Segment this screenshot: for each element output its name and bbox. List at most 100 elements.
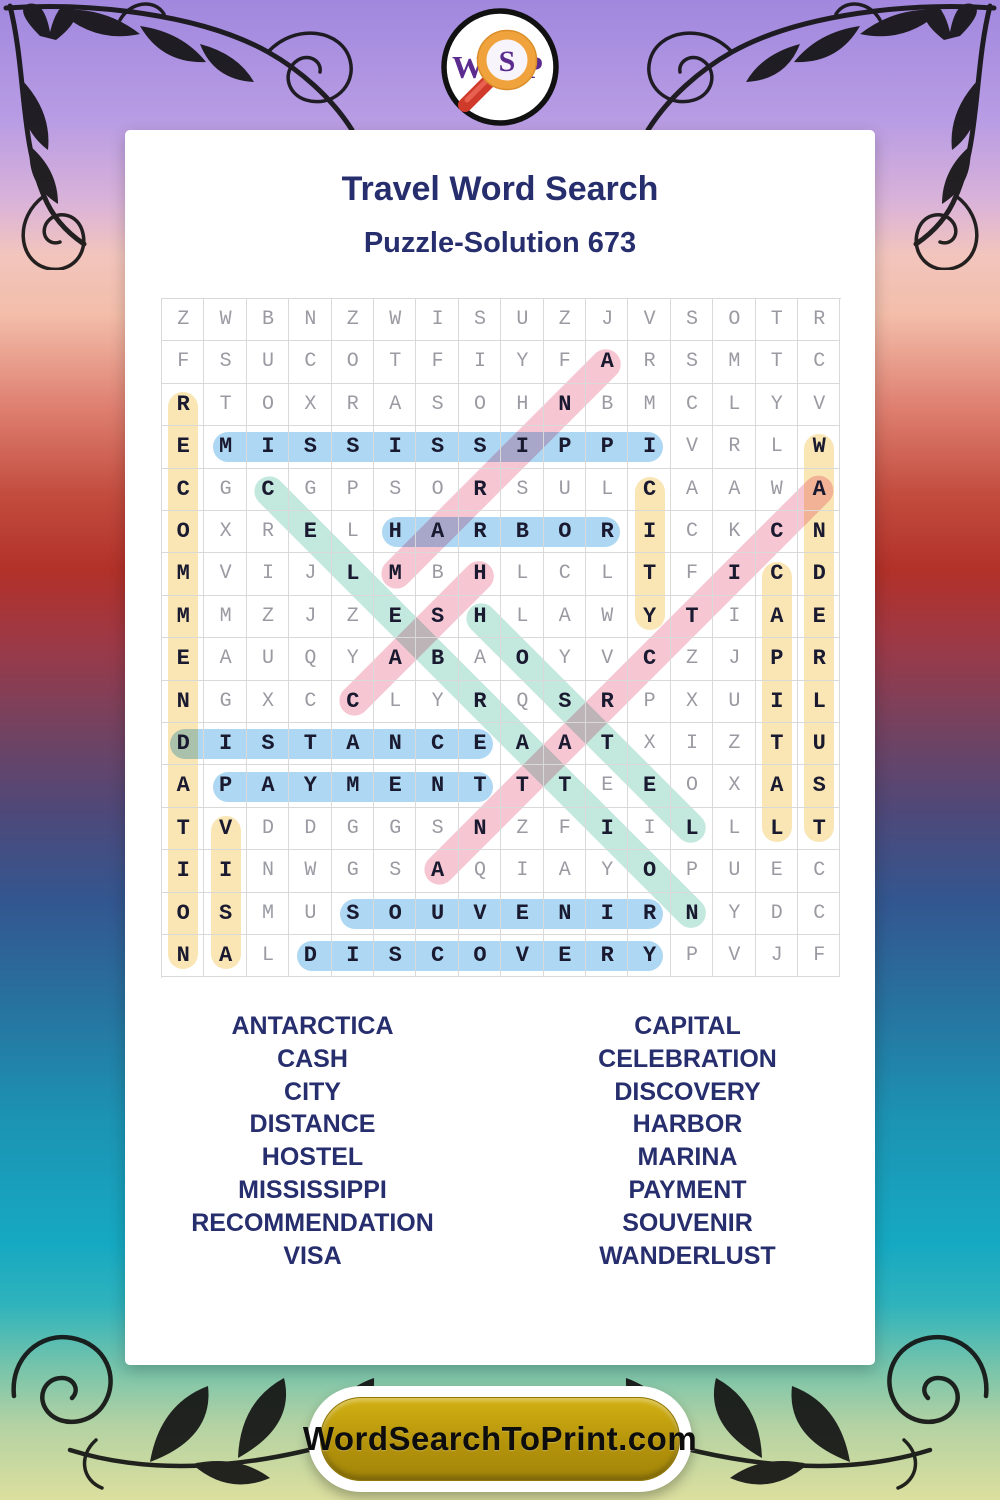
grid-cell: A	[459, 638, 501, 680]
grid-cell: A	[756, 596, 798, 638]
grid-cell: M	[713, 341, 755, 383]
word-list-item: SOUVENIR	[622, 1208, 753, 1237]
grid-cell: O	[671, 765, 713, 807]
grid-cell: U	[247, 341, 289, 383]
grid-cell: Z	[332, 596, 374, 638]
grid-cell: M	[204, 596, 246, 638]
grid-cell: X	[289, 384, 331, 426]
word-list-left-column: ANTARCTICA CASH CITY DISTANCE HOSTEL MISSISSI…	[125, 1010, 500, 1272]
grid-cell: O	[247, 384, 289, 426]
grid-cell: T	[501, 765, 543, 807]
grid-cell: E	[459, 723, 501, 765]
grid-cell: C	[416, 935, 458, 977]
grid-cell: R	[628, 341, 670, 383]
grid-cell: T	[798, 808, 840, 850]
grid-cell: A	[544, 723, 586, 765]
grid-cell: T	[544, 765, 586, 807]
grid-cell: N	[671, 893, 713, 935]
word-list-item: VISA	[283, 1241, 342, 1270]
grid-cell: I	[247, 553, 289, 595]
grid-cell: J	[756, 935, 798, 977]
grid-cell: Z	[162, 299, 204, 341]
grid-cell: T	[628, 553, 670, 595]
grid-cell: V	[501, 935, 543, 977]
highlight-mississippi	[212, 432, 663, 463]
grid-cell: O	[416, 469, 458, 511]
magnifier-handle-highlight	[464, 78, 489, 103]
grid-cell: M	[204, 426, 246, 468]
grid-cell: D	[289, 935, 331, 977]
grid-cell: Z	[247, 596, 289, 638]
grid-cell: S	[289, 426, 331, 468]
grid-cell: D	[247, 808, 289, 850]
grid-cell: S	[374, 935, 416, 977]
grid-cell: P	[586, 426, 628, 468]
grid-cell: K	[713, 511, 755, 553]
grid-cell: Y	[544, 638, 586, 680]
grid-cell: F	[544, 341, 586, 383]
grid-cell: Y	[332, 638, 374, 680]
grid-cell: S	[459, 426, 501, 468]
grid-cell: J	[289, 553, 331, 595]
word-list-item: ANTARCTICA	[231, 1012, 394, 1040]
grid-cell: U	[798, 723, 840, 765]
grid-cell: U	[289, 893, 331, 935]
grid-cell: U	[501, 299, 543, 341]
word-list-item: DISCOVERY	[614, 1077, 761, 1106]
grid-cell: E	[586, 765, 628, 807]
grid-cell: I	[671, 723, 713, 765]
grid-cell: V	[713, 935, 755, 977]
grid-cell: O	[628, 850, 670, 892]
grid-cell: Y	[628, 596, 670, 638]
word-list-right-column: CAPITAL CELEBRATION DISCOVERY HARBOR MARINA P…	[500, 1010, 875, 1272]
grid-cell: F	[416, 341, 458, 383]
grid-cell: O	[713, 299, 755, 341]
word-list-item: MARINA	[637, 1143, 738, 1172]
grid-cell: I	[416, 299, 458, 341]
grid-cell: B	[586, 384, 628, 426]
grid-cell: W	[798, 426, 840, 468]
grid-cell: L	[756, 426, 798, 468]
grid-cell: I	[247, 426, 289, 468]
grid-cell: C	[671, 384, 713, 426]
grid-cell: N	[544, 384, 586, 426]
grid-cell: Y	[756, 384, 798, 426]
grid-cell: A	[756, 765, 798, 807]
grid-cell: O	[459, 384, 501, 426]
word-list-item: MISSISSIPPI	[238, 1175, 387, 1204]
grid-cell: O	[374, 893, 416, 935]
grid-cell: C	[332, 681, 374, 723]
logo-letter-s: S	[499, 45, 516, 78]
site-link-button-inner: WordSearchToPrint.com	[303, 1397, 697, 1481]
grid-cell: X	[713, 765, 755, 807]
grid-cell: H	[374, 511, 416, 553]
grid-cell: T	[671, 596, 713, 638]
grid-cell: A	[544, 596, 586, 638]
grid-cell: S	[416, 384, 458, 426]
grid-cell: H	[459, 596, 501, 638]
grid-cell: S	[501, 469, 543, 511]
grid-cell: E	[501, 893, 543, 935]
grid-cell: S	[416, 596, 458, 638]
grid-cell: I	[586, 893, 628, 935]
grid-cell: W	[204, 299, 246, 341]
grid-cell: F	[798, 935, 840, 977]
grid-cell: V	[798, 384, 840, 426]
grid-cell: M	[628, 384, 670, 426]
highlight-payment	[212, 771, 493, 802]
grid-cell: N	[162, 681, 204, 723]
grid-cell: R	[798, 299, 840, 341]
grid-cell: Z	[671, 638, 713, 680]
grid-cell: T	[374, 341, 416, 383]
grid-cell: A	[204, 638, 246, 680]
grid-cell: H	[459, 553, 501, 595]
grid-cell: L	[756, 808, 798, 850]
grid-cell: A	[798, 469, 840, 511]
grid-cell: L	[586, 553, 628, 595]
magnifier-lens-rim	[476, 29, 538, 91]
grid-cell: V	[586, 638, 628, 680]
grid-cell: W	[586, 596, 628, 638]
grid-cell: C	[162, 469, 204, 511]
grid-cell: C	[416, 723, 458, 765]
site-link-button[interactable]: WordSearchToPrint.com	[303, 1386, 697, 1492]
